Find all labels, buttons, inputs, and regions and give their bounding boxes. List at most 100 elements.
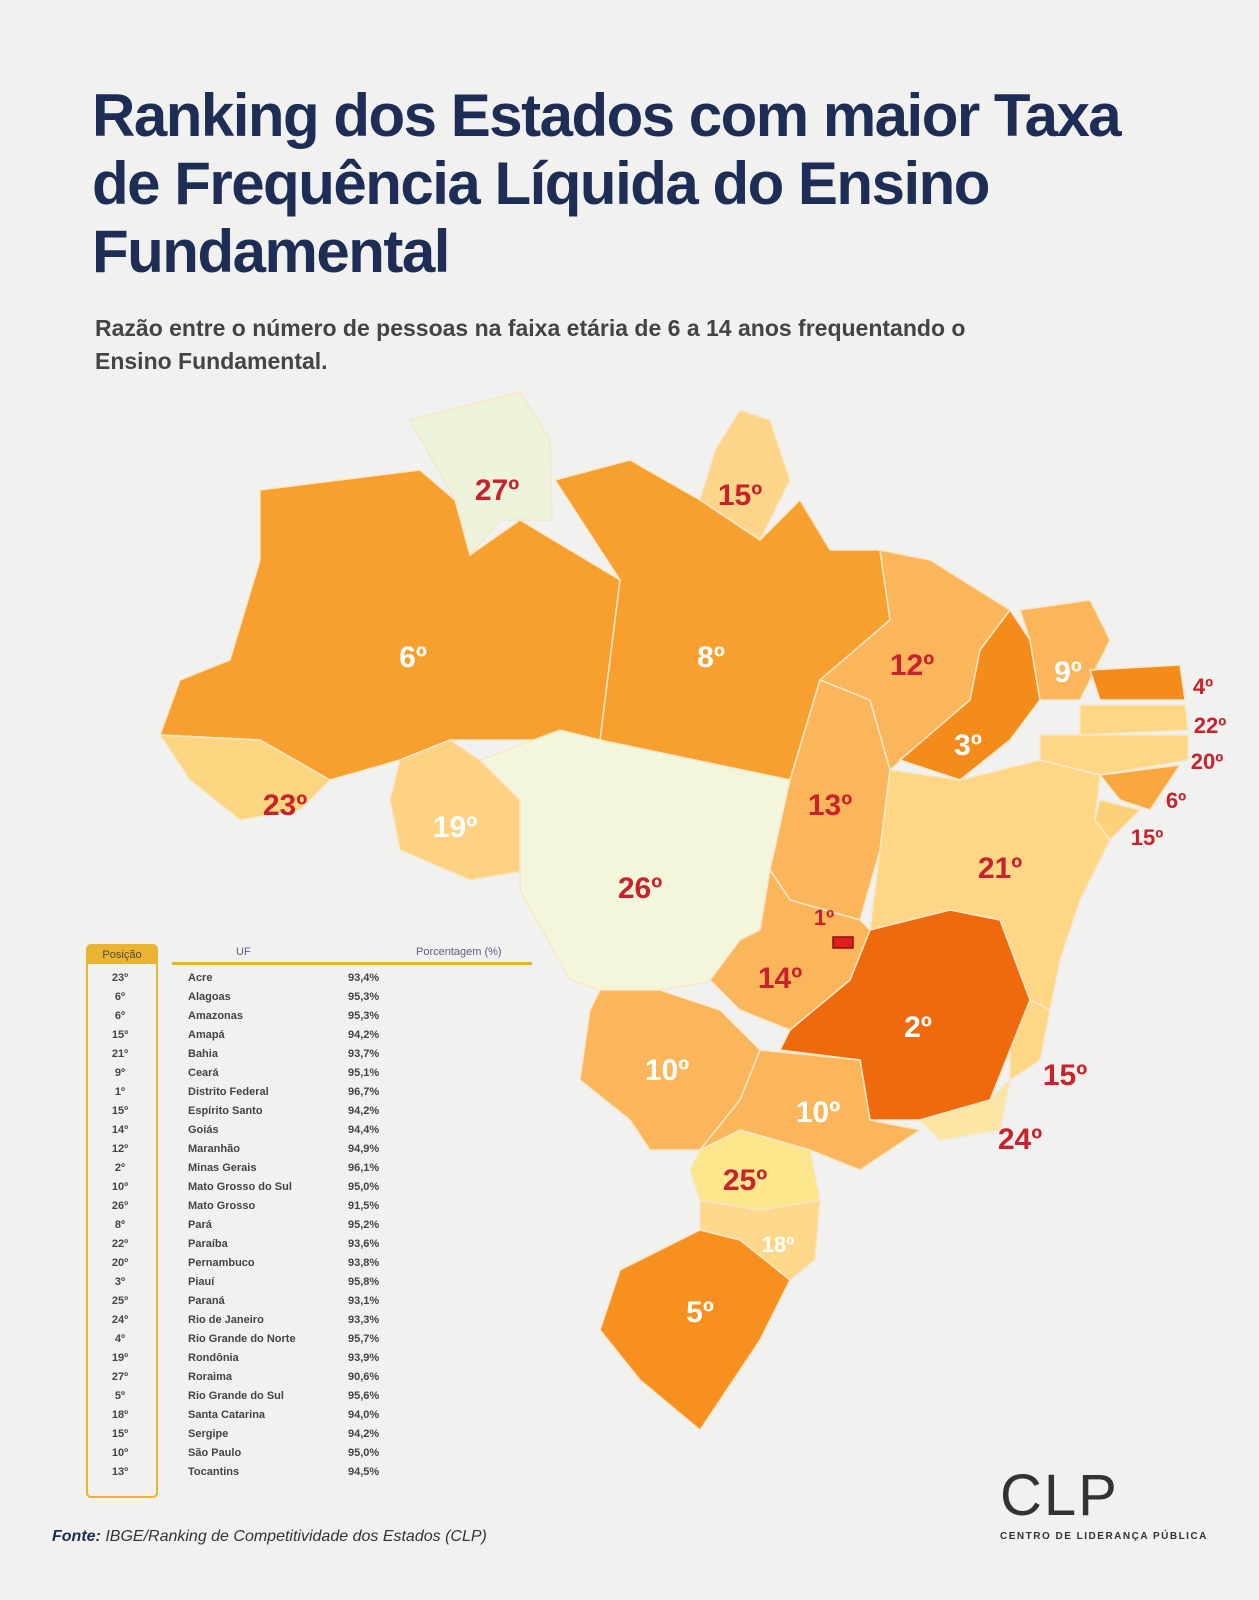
rank-label-TO: 13º xyxy=(808,789,852,822)
row-position: 6º xyxy=(114,1010,126,1022)
subtitle: Razão entre o número de pessoas na faixa… xyxy=(95,315,966,374)
rank-label-SC: 18º xyxy=(762,1232,795,1257)
table-row: 18º Santa Catarina 94,0% xyxy=(86,1409,446,1428)
row-uf: Tocantins xyxy=(188,1466,240,1478)
row-uf: Ceará xyxy=(188,1067,219,1079)
row-percent: 95,7% xyxy=(348,1333,380,1345)
row-uf: Amapá xyxy=(188,1029,225,1041)
row-position: 10º xyxy=(111,1181,129,1193)
row-uf: Pernambuco xyxy=(188,1257,255,1269)
logo-mark: CLP xyxy=(1000,1463,1119,1528)
rank-label-AP: 15º xyxy=(718,479,762,512)
row-uf: Maranhão xyxy=(188,1143,240,1155)
row-position: 6º xyxy=(114,991,126,1003)
table-row: 23º Acre 93,4% xyxy=(86,972,446,991)
table-row: 20º Pernambuco 93,8% xyxy=(86,1257,446,1276)
rank-label-AL: 6º xyxy=(1166,788,1186,813)
state-DF xyxy=(832,936,854,949)
row-position: 5º xyxy=(114,1390,126,1402)
clp-logo: CLP CENTRO DE LIDERANÇA PÚBLICA xyxy=(1000,1462,1220,1542)
state-CE xyxy=(1019,599,1111,701)
row-uf: Acre xyxy=(188,972,213,984)
row-percent: 94,0% xyxy=(348,1409,380,1421)
table-row: 12º Maranhão 94,9% xyxy=(86,1143,446,1162)
row-percent: 94,5% xyxy=(348,1466,380,1478)
row-percent: 95,0% xyxy=(348,1181,380,1193)
row-uf: Santa Catarina xyxy=(188,1409,266,1421)
table-row: 5º Rio Grande do Sul 95,6% xyxy=(86,1390,446,1409)
rank-label-RJ: 24º xyxy=(998,1123,1042,1156)
row-uf: Distrito Federal xyxy=(188,1086,269,1098)
row-percent: 93,3% xyxy=(348,1314,380,1326)
state-RJ xyxy=(918,1077,1012,1141)
row-uf: Bahia xyxy=(188,1048,218,1060)
table-row: 6º Alagoas 95,3% xyxy=(86,991,446,1010)
rank-label-GO: 14º xyxy=(758,962,802,995)
row-uf: Pará xyxy=(188,1219,212,1231)
table-row: 25º Paraná 93,1% xyxy=(86,1295,446,1314)
table-row: 24º Rio de Janeiro 93,3% xyxy=(86,1314,446,1333)
row-position: 13º xyxy=(111,1466,129,1478)
row-percent: 93,6% xyxy=(348,1238,380,1250)
rank-label-BA: 21º xyxy=(978,852,1022,885)
position-header: Posição xyxy=(88,946,156,964)
row-position: 26º xyxy=(111,1200,129,1212)
row-percent: 93,9% xyxy=(348,1352,380,1364)
state-ES xyxy=(1009,998,1051,1082)
rank-label-MG: 2º xyxy=(904,1011,932,1044)
row-percent: 93,1% xyxy=(348,1295,380,1307)
row-uf: Piauí xyxy=(188,1276,215,1288)
row-percent: 95,3% xyxy=(348,991,380,1003)
rank-label-MT: 26º xyxy=(618,872,662,905)
table-row: 27º Roraima 90,6% xyxy=(86,1371,446,1390)
row-uf: Sergipe xyxy=(188,1428,229,1440)
row-uf: Mato Grosso xyxy=(188,1200,256,1212)
row-percent: 94,4% xyxy=(348,1124,380,1136)
row-percent: 93,4% xyxy=(348,972,380,984)
row-uf: Rondônia xyxy=(188,1352,239,1364)
rank-label-ES: 15º xyxy=(1043,1059,1087,1092)
source-text: IBGE/Ranking de Competitividade dos Esta… xyxy=(105,1528,487,1545)
row-position: 23º xyxy=(111,972,129,984)
row-position: 2º xyxy=(114,1162,126,1174)
percent-header: Porcentagem (%) xyxy=(416,946,502,958)
table-row: 1º Distrito Federal 96,7% xyxy=(86,1086,446,1105)
row-percent: 95,8% xyxy=(348,1276,380,1288)
logo-tagline: CENTRO DE LIDERANÇA PÚBLICA xyxy=(1000,1531,1208,1542)
rank-label-PR: 25º xyxy=(723,1164,767,1197)
row-position: 15º xyxy=(111,1105,129,1117)
table-rows: 23º Acre 93,4% 6º Alagoas 95,3% 6º Amazonas 95,3… xyxy=(86,972,446,1485)
table-row: 13º Tocantins 94,5% xyxy=(86,1466,446,1485)
row-percent: 93,8% xyxy=(348,1257,380,1269)
table-row: 8º Pará 95,2% xyxy=(86,1219,446,1238)
state-RN xyxy=(1088,664,1186,701)
rank-label-AC: 23º xyxy=(263,789,307,822)
row-percent: 94,2% xyxy=(348,1029,380,1041)
row-position: 4º xyxy=(114,1333,126,1345)
row-position: 14º xyxy=(111,1124,129,1136)
table-row: 9º Ceará 95,1% xyxy=(86,1067,446,1086)
rank-label-PB: 22º xyxy=(1194,713,1227,738)
table-row: 10º São Paulo 95,0% xyxy=(86,1447,446,1466)
table-row: 14º Goiás 94,4% xyxy=(86,1124,446,1143)
row-position: 10º xyxy=(111,1447,129,1459)
rank-label-PA: 8º xyxy=(697,641,725,674)
source-note: Fonte: IBGE/Ranking de Competitividade d… xyxy=(52,1528,487,1546)
row-position: 12º xyxy=(111,1143,129,1155)
table-row: 22º Paraíba 93,6% xyxy=(86,1238,446,1257)
row-uf: Rio Grande do Norte xyxy=(188,1333,296,1345)
row-position: 18º xyxy=(111,1409,129,1421)
state-PB xyxy=(1079,704,1189,736)
state-AL xyxy=(1098,764,1182,811)
position-column: Posição xyxy=(86,944,158,1498)
row-percent: 95,2% xyxy=(348,1219,380,1231)
rank-label-RS: 5º xyxy=(686,1296,714,1329)
rank-label-RR: 27º xyxy=(475,474,519,507)
row-uf: Espírito Santo xyxy=(188,1105,263,1117)
row-position: 27º xyxy=(111,1371,129,1383)
row-uf: São Paulo xyxy=(188,1447,242,1459)
row-position: 3º xyxy=(114,1276,126,1288)
rank-label-PI: 3º xyxy=(954,729,982,762)
row-uf: Goiás xyxy=(188,1124,219,1136)
